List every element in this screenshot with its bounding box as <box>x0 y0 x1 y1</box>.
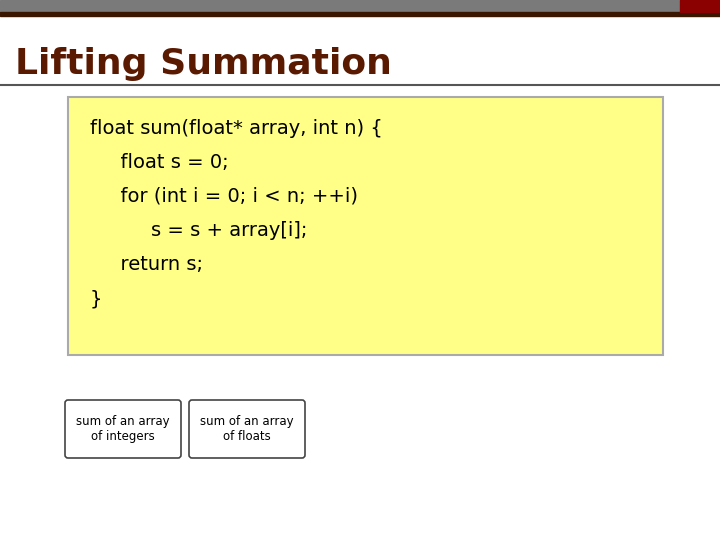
Text: Lifting Summation: Lifting Summation <box>15 47 392 81</box>
Bar <box>0 12 720 16</box>
FancyBboxPatch shape <box>68 97 663 355</box>
Bar <box>0 0 680 12</box>
Text: sum of an array
of floats: sum of an array of floats <box>200 415 294 443</box>
Text: return s;: return s; <box>108 255 203 274</box>
Text: float s = 0;: float s = 0; <box>108 153 229 172</box>
Text: for (int i = 0; i < n; ++i): for (int i = 0; i < n; ++i) <box>108 187 358 206</box>
Bar <box>680 0 720 12</box>
Text: sum of an array
of integers: sum of an array of integers <box>76 415 170 443</box>
Text: }: } <box>90 289 102 308</box>
Text: float sum(float* array, int n) {: float sum(float* array, int n) { <box>90 119 383 138</box>
FancyBboxPatch shape <box>189 400 305 458</box>
Text: s = s + array[i];: s = s + array[i]; <box>126 221 307 240</box>
FancyBboxPatch shape <box>65 400 181 458</box>
